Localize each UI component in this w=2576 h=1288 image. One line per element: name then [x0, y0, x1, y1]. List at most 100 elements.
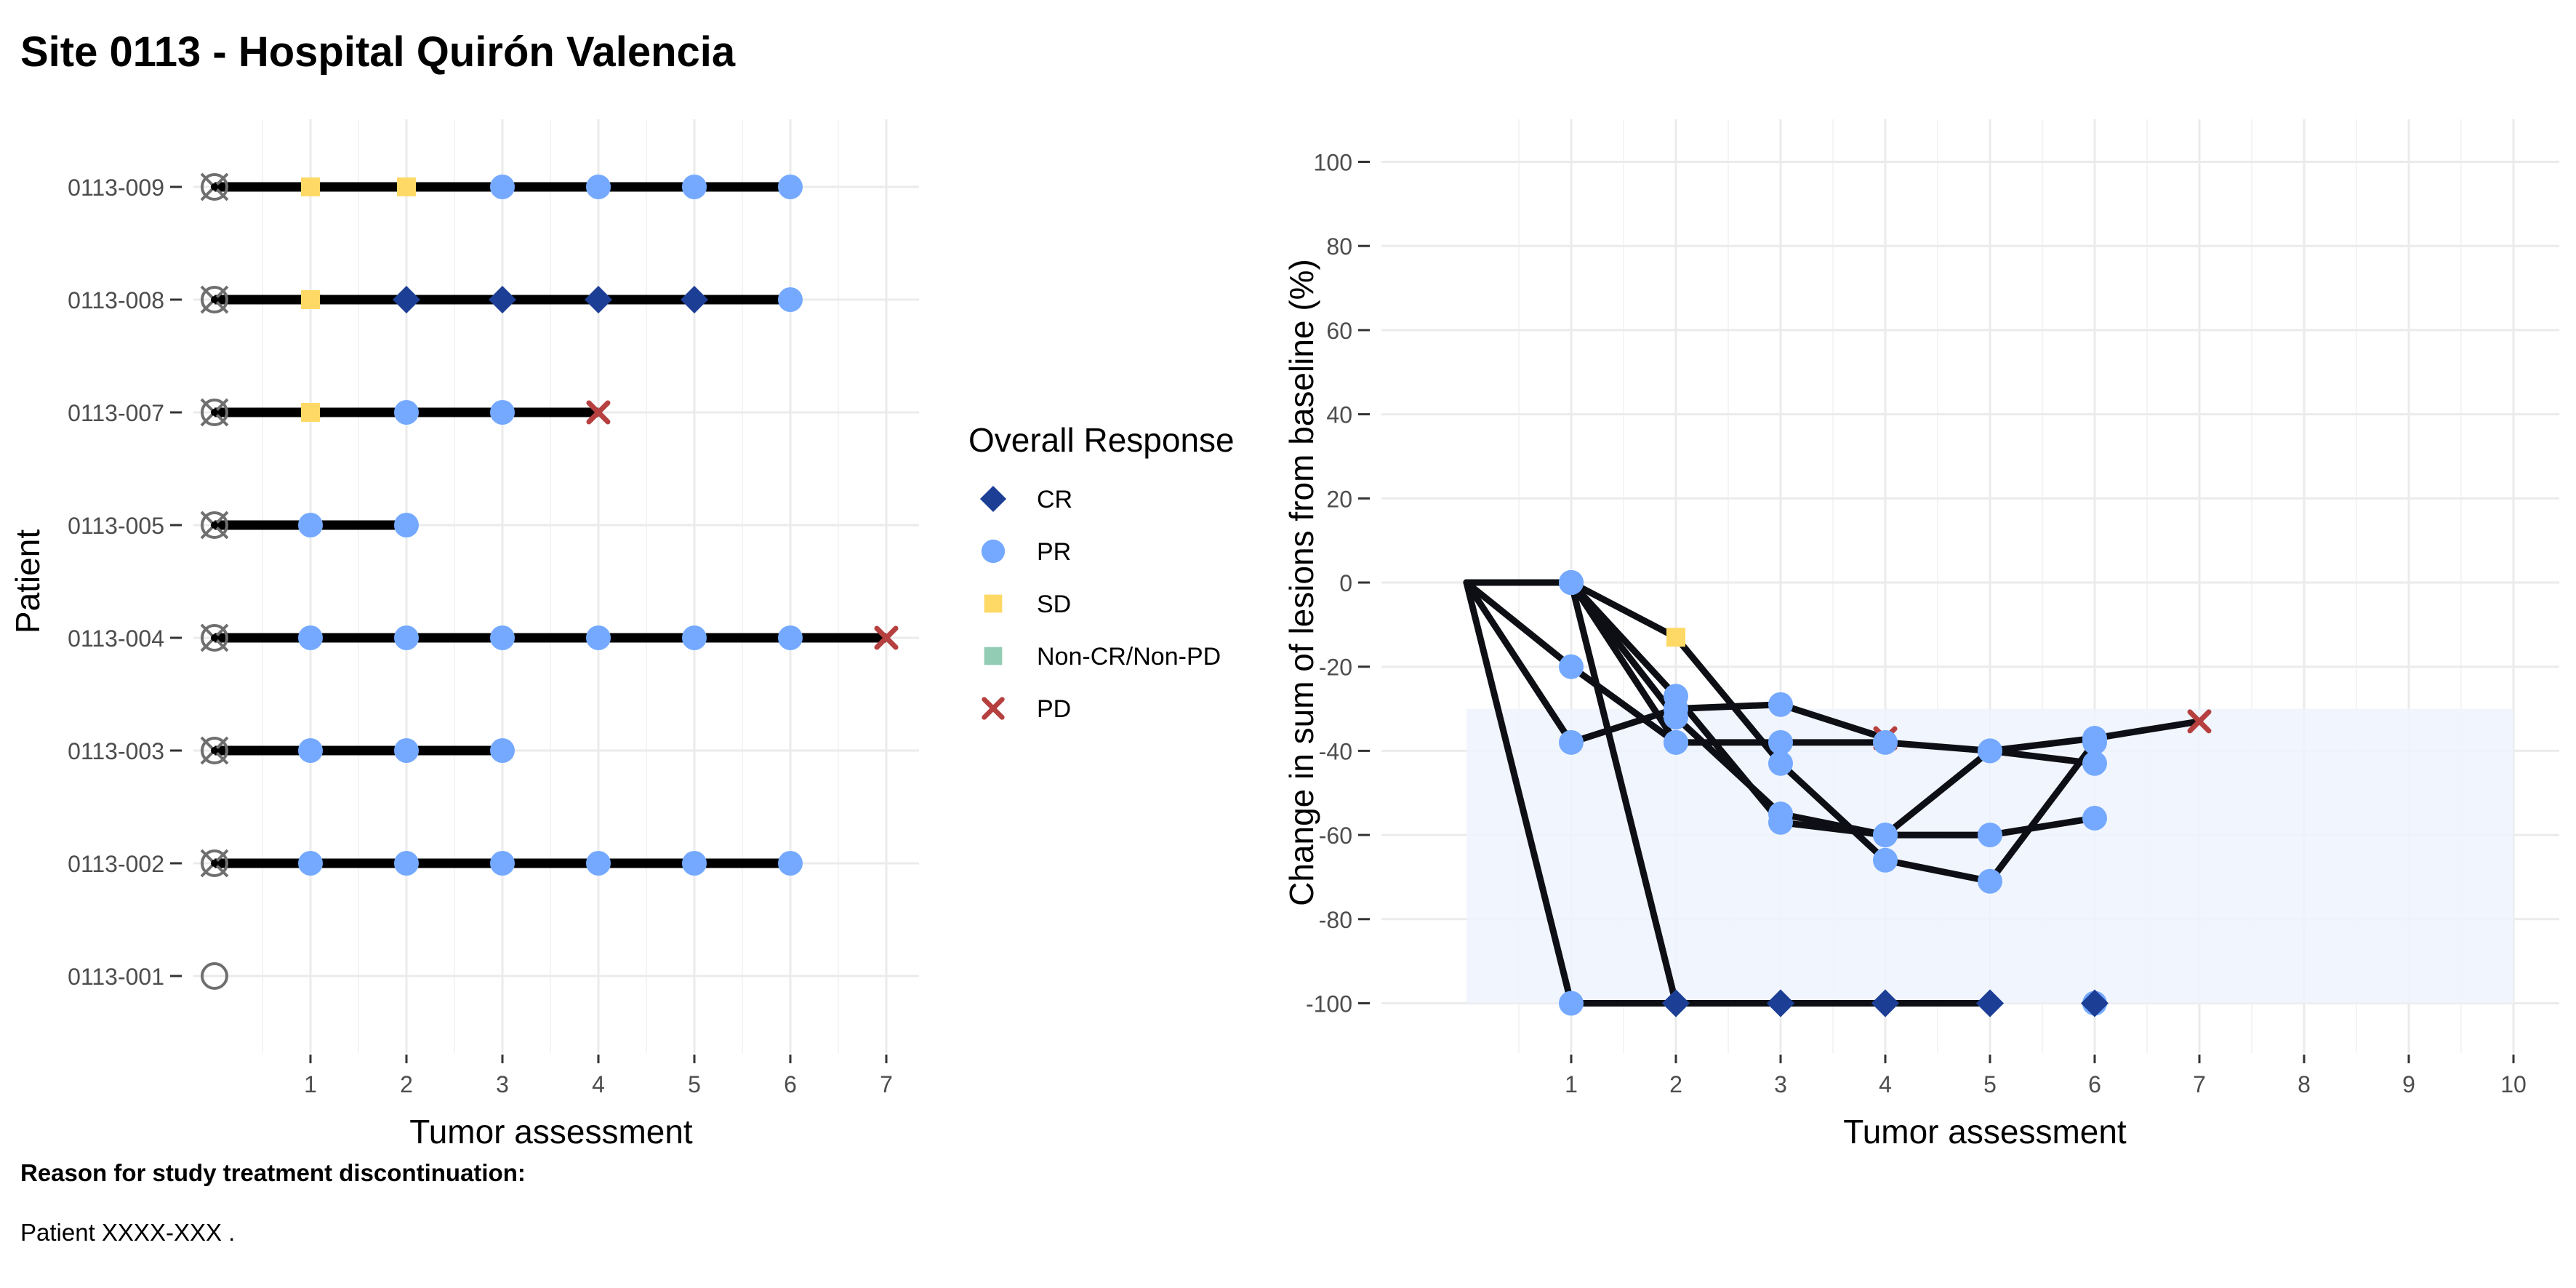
marker-pr	[394, 738, 419, 763]
marker-pr	[490, 175, 515, 199]
marker-pr	[778, 625, 803, 650]
marker-pr	[394, 513, 419, 537]
baseline-dot	[211, 296, 218, 303]
patient-row: 0113-007	[68, 398, 611, 427]
marker-pr	[1559, 729, 1584, 755]
series-line	[1672, 633, 1784, 767]
series-line	[2091, 718, 2203, 742]
marker-pd	[586, 400, 611, 425]
marker-pr	[981, 539, 1006, 564]
cross-icon	[982, 697, 1005, 720]
series-line	[1986, 747, 2098, 767]
series-line	[1986, 739, 2098, 885]
marker-pr	[1768, 801, 1793, 827]
discontinuation-text: Patient XXXX-XXX .	[20, 1219, 236, 1246]
series-line	[1777, 810, 1889, 839]
baseline-marker	[201, 173, 228, 201]
legend: Overall Response CR PR SD Non-CR/Non-PD PD	[968, 420, 1274, 740]
x-tick-label: 2	[400, 1071, 413, 1097]
marker-pr	[1664, 684, 1688, 709]
y-tick-label: 0113-007	[68, 400, 164, 426]
y-tick-label: -80	[1319, 907, 1352, 933]
patient-row: 0113-001	[68, 962, 228, 990]
marker-pr	[490, 400, 515, 425]
baseline-marker	[201, 737, 228, 764]
legend-item: PD	[968, 687, 1274, 730]
page-title: Site 0113 - Hospital Quirón Valencia	[20, 28, 736, 76]
legend-label: Non-CR/Non-PD	[1037, 643, 1221, 671]
y-tick-label: 0113-004	[68, 625, 164, 652]
marker-pr	[2082, 729, 2107, 755]
y-tick-label: 40	[1326, 402, 1352, 428]
baseline-marker	[201, 399, 228, 426]
y-tick-label: 20	[1326, 486, 1352, 512]
x-tick-label: 10	[2500, 1071, 2527, 1097]
legend-title: Overall Response	[968, 421, 1235, 459]
marker-cr	[979, 485, 1007, 513]
marker-pr	[2082, 751, 2107, 776]
legend-label: CR	[1037, 486, 1073, 513]
legend-label: PR	[1037, 538, 1072, 566]
y-tick-label: -100	[1306, 991, 1352, 1017]
marker-pr	[778, 287, 803, 312]
baseline-marker	[201, 511, 228, 539]
discontinuation-heading: Reason for study treatment discontinuati…	[20, 1159, 526, 1186]
baseline-dot	[211, 634, 218, 641]
marker-pr	[682, 175, 707, 199]
marker-pr	[1873, 847, 1898, 873]
marker-pr	[394, 851, 419, 876]
swimmer-plot: 1 2 3 4 5 6 7 Tumor assessment Patient 0113-001 01…	[9, 119, 919, 1149]
y-tick-label: 0113-003	[68, 738, 164, 764]
legend-item: PR	[968, 529, 1274, 573]
marker-cr	[489, 286, 516, 313]
series-line	[1463, 579, 1575, 746]
series-line	[1568, 663, 1680, 746]
marker-pr	[1664, 729, 1688, 755]
baseline-dot	[211, 183, 218, 191]
y-tick-label: 0113-009	[68, 175, 164, 201]
patient-row: 0113-004	[68, 623, 899, 652]
marker-non-cr-non-pd	[984, 647, 1003, 665]
marker-pr	[1768, 751, 1793, 776]
series-line	[1882, 739, 1994, 754]
swimmer-grid	[193, 119, 919, 1053]
marker-pr	[298, 738, 323, 763]
y-tick-label: -20	[1319, 655, 1352, 681]
marker-cr	[393, 286, 420, 313]
series-line	[1568, 579, 1680, 641]
marker-cr	[681, 286, 708, 313]
marker-pr	[298, 513, 323, 537]
square-icon	[984, 594, 1003, 613]
series-line	[1777, 701, 1889, 742]
marker-pr	[1664, 705, 1688, 730]
series-line	[1777, 760, 1889, 864]
x-tick-label: 6	[784, 1071, 797, 1097]
y-tick-label: 0	[1339, 570, 1352, 596]
marker-pr	[586, 851, 611, 876]
series-line	[1463, 579, 1575, 671]
x-tick-label: 8	[2298, 1071, 2311, 1097]
legend-item: SD	[968, 582, 1274, 625]
marker-pr	[394, 625, 419, 650]
marker-pr	[394, 400, 419, 425]
marker-pr	[298, 851, 323, 876]
y-tick-label: 0113-005	[68, 513, 164, 539]
legend-label: PD	[1037, 695, 1072, 723]
baseline-dot	[211, 860, 218, 867]
marker-pr	[1873, 823, 1898, 848]
series-line	[1882, 857, 1994, 885]
patient-row: 0113-008	[68, 285, 803, 314]
x-tick-label: 3	[1774, 1071, 1787, 1097]
x-tick-label: 4	[592, 1071, 605, 1097]
marker-sd	[301, 403, 320, 422]
patient-row: 0113-005	[68, 511, 419, 540]
marker-cr	[1662, 989, 1690, 1017]
baseline-marker	[201, 286, 228, 313]
marker-pr	[1978, 738, 2002, 764]
marker-pr	[1559, 570, 1584, 595]
patient-row: 0113-009	[68, 172, 803, 201]
x-tick-label: 4	[1879, 1071, 1892, 1097]
spider-plot: -100 -80 -60 -40 -20 0 20 40 60 80 100 Change in su…	[1283, 119, 2559, 1149]
baseline-marker	[201, 849, 228, 877]
marker-pr	[490, 851, 515, 876]
